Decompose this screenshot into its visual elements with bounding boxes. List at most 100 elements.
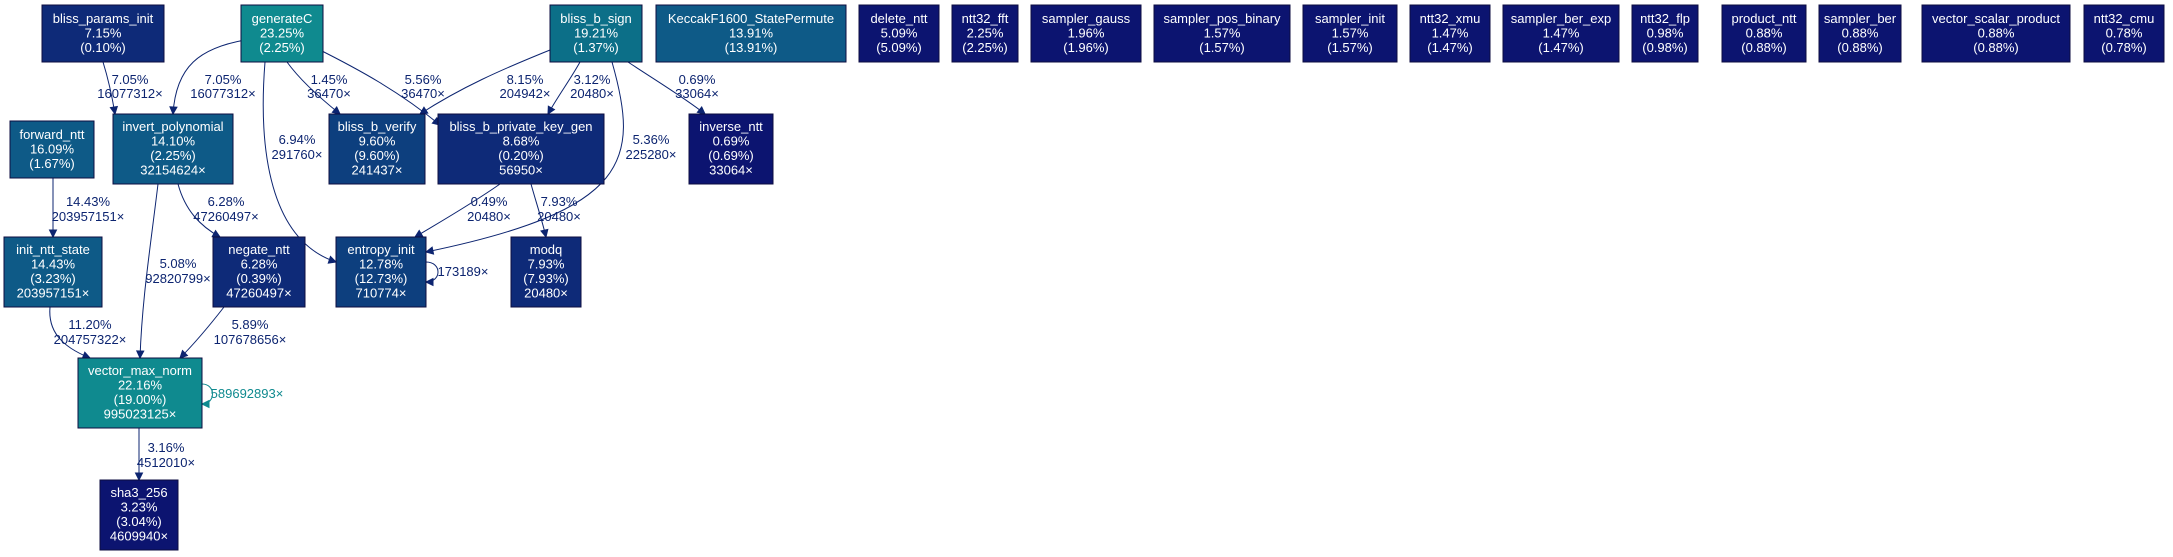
node-box bbox=[9, 120, 95, 179]
node-stat: (1.47%) bbox=[1427, 40, 1473, 55]
edge-forward_ntt-init_ntt_state: 14.43%203957151× bbox=[48, 178, 125, 239]
edge-label: 36470× bbox=[307, 86, 351, 101]
node-stat: (0.10%) bbox=[80, 40, 126, 55]
edge-vector_max_norm-vector_max_norm: 589692893× bbox=[200, 383, 283, 409]
node-title: ntt32_flp bbox=[1640, 11, 1690, 26]
node-title: init_ntt_state bbox=[16, 242, 90, 257]
node-box bbox=[688, 113, 774, 185]
node-stat: 16.09% bbox=[30, 141, 75, 156]
node-stat: (12.73%) bbox=[355, 271, 408, 286]
node-box bbox=[1631, 4, 1699, 63]
arrowhead bbox=[327, 255, 338, 264]
edge-label: 204942× bbox=[500, 86, 551, 101]
edge-generateC-invert_polynomial: 7.05%16077312× bbox=[169, 39, 256, 116]
node-stat: 12.78% bbox=[359, 257, 404, 272]
edge-generateC-bliss_b_private_key_gen: 5.56%36470× bbox=[315, 47, 445, 126]
node-stat: 32154624× bbox=[140, 163, 205, 178]
node-box bbox=[1030, 4, 1142, 63]
arrowhead bbox=[179, 349, 189, 359]
node-stat: 14.10% bbox=[151, 134, 196, 149]
node-stat: 0.88% bbox=[1746, 25, 1783, 40]
edge-label: 36470× bbox=[401, 86, 445, 101]
node-title: sampler_gauss bbox=[1042, 11, 1131, 26]
edge-label: 173189× bbox=[438, 264, 489, 279]
node-stat: 7.15% bbox=[85, 25, 122, 40]
edge-bliss_b_sign-inverse_ntt: 0.69%33064× bbox=[627, 61, 719, 115]
edge-label: 203957151× bbox=[52, 209, 125, 224]
arrowhead bbox=[211, 229, 221, 238]
node-bliss-b-private-key-gen[interactable]: bliss_b_private_key_gen8.68%(0.20%)56950… bbox=[437, 113, 605, 185]
node-stat: (0.88%) bbox=[1741, 40, 1787, 55]
node-title: bliss_b_sign bbox=[560, 11, 632, 26]
node-stat: (0.98%) bbox=[1642, 40, 1688, 55]
arrowhead bbox=[331, 105, 341, 115]
node-title: sampler_ber_exp bbox=[1511, 11, 1611, 26]
node-stat: 203957151× bbox=[17, 286, 90, 301]
node-box bbox=[951, 4, 1019, 63]
edge-line bbox=[139, 183, 159, 359]
node-box bbox=[77, 357, 203, 429]
node-box bbox=[3, 236, 103, 308]
edge-label: 7.93% bbox=[541, 194, 578, 209]
node-stat: 7.93% bbox=[528, 257, 565, 272]
node-box bbox=[2083, 4, 2165, 63]
node-stat: 1.47% bbox=[1543, 25, 1580, 40]
node-box bbox=[335, 236, 427, 308]
node-stat: 0.78% bbox=[2106, 25, 2143, 40]
node-stat: 19.21% bbox=[574, 25, 619, 40]
node-title: modq bbox=[530, 242, 563, 257]
node-box bbox=[99, 479, 179, 551]
edge-label: 33064× bbox=[675, 86, 719, 101]
edge-line bbox=[627, 61, 706, 115]
node-box bbox=[1721, 4, 1807, 63]
node-box bbox=[437, 113, 605, 185]
node-title: ntt32_cmu bbox=[2094, 11, 2155, 26]
node-box bbox=[1153, 4, 1291, 63]
edge-label: 3.12% bbox=[574, 72, 611, 87]
node-stat: 33064× bbox=[709, 163, 753, 178]
node-stat: 0.98% bbox=[1647, 25, 1684, 40]
node-stat: 9.60% bbox=[359, 134, 396, 149]
node-title: bliss_b_private_key_gen bbox=[449, 119, 592, 134]
edge-line bbox=[419, 47, 556, 115]
node-stat: 23.25% bbox=[260, 25, 305, 40]
node-box bbox=[549, 4, 643, 63]
node-stat: (1.57%) bbox=[1327, 40, 1373, 55]
node-stat: (1.37%) bbox=[573, 40, 619, 55]
edge-label: 4512010× bbox=[137, 455, 195, 470]
edge-bliss_b_sign-entropy_init: 5.36%225280× bbox=[424, 61, 676, 255]
node-stat: (1.57%) bbox=[1199, 40, 1245, 55]
edge-label: 47260497× bbox=[193, 209, 258, 224]
edge-label: 20480× bbox=[467, 209, 511, 224]
edge-label: 20480× bbox=[570, 86, 614, 101]
node-stat: 47260497× bbox=[226, 286, 291, 301]
node-box bbox=[212, 236, 306, 308]
node-stat: (19.00%) bbox=[114, 392, 167, 407]
